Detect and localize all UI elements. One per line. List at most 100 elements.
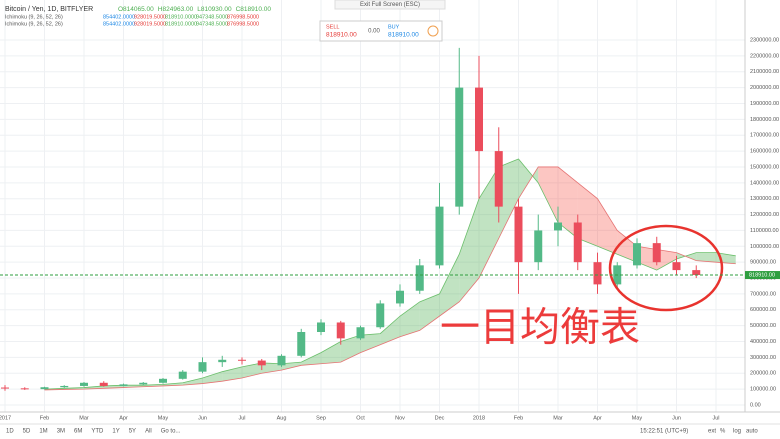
candle-body (573, 222, 582, 263)
trade-panel: SELL 818910.00 0.00 BUY 818910.00 (319, 20, 443, 42)
y-tick-label: 300000.00 (750, 355, 776, 361)
range-button[interactable]: YTD (91, 429, 104, 435)
exit-button[interactable] (334, 0, 446, 10)
candle-body (119, 384, 128, 386)
indicators: Ichimoku (9, 26, 52, 26) 854402.000092801… (5, 14, 259, 27)
price-label: 818910.00 (749, 272, 775, 278)
y-tick-label: 1900000.00 (750, 101, 779, 107)
indicator-value: 876998.5000 (227, 21, 259, 27)
y-tick-label: 1000000.00 (750, 244, 779, 250)
x-tick-label: 2018 (473, 415, 485, 421)
cloud-fill (202, 371, 223, 384)
candle-body (198, 362, 207, 372)
scale-button[interactable]: log (733, 429, 741, 435)
cloud-fill (538, 166, 558, 223)
x-tick-label: Jul (238, 415, 245, 421)
cloud-fill (577, 182, 598, 247)
y-tick-label: 500000.00 (750, 323, 776, 329)
range-button[interactable]: All (145, 429, 152, 435)
cloud-fill (360, 333, 381, 353)
candle-body (534, 230, 543, 263)
y-tick-label: 700000.00 (750, 291, 776, 297)
indicator-value: 876998.5000 (227, 14, 259, 20)
candle-body (317, 322, 325, 332)
range-button[interactable]: 1Y (112, 429, 119, 435)
buy-label[interactable]: BUY (388, 24, 400, 30)
x-tick-label: Nov (395, 415, 405, 421)
ohlc-value: O814065.00 (118, 6, 154, 13)
cloud-fill (321, 341, 341, 364)
range-button[interactable]: 1M (39, 429, 47, 435)
spread: 0.00 (368, 29, 380, 35)
y-tick-label: 1500000.00 (750, 164, 779, 170)
exit-label[interactable]: Exit Full Screen (ESC) (360, 2, 420, 8)
buy-price[interactable]: 818910.00 (388, 32, 419, 39)
y-tick-label: 600000.00 (750, 307, 776, 313)
cloud-fill (498, 159, 519, 239)
indicator-value: 928019.5000 (134, 14, 166, 20)
sell-label[interactable]: SELL (326, 24, 339, 30)
scale-button[interactable]: % (720, 429, 726, 435)
candle-body (455, 87, 464, 207)
time-axis: 2017 Feb Mar Apr May Jun Jul Aug Sep Oct Nov Dec 201… (0, 415, 720, 421)
candle-body (376, 303, 385, 328)
toolbar: 1D 5D 1M 3M 6M YTD 1Y 5Y All Go to... (6, 429, 181, 435)
x-tick-label: Apr (119, 415, 128, 421)
cloud-fill (518, 159, 539, 199)
ohlc-value: L810930.00 (197, 6, 232, 13)
x-tick-label: Feb (40, 415, 49, 421)
candle-body (396, 290, 404, 304)
x-tick-label: Feb (514, 415, 523, 421)
scale-button[interactable]: auto (746, 429, 758, 435)
x-tick-label: Jul (712, 415, 719, 421)
x-tick-label: Aug (277, 415, 287, 421)
candle-body (356, 327, 365, 339)
indicator-value: 928019.5000 (134, 21, 166, 27)
candle-body (633, 243, 641, 266)
indicator-value: 818910.0000 (165, 21, 197, 27)
cloud-fill (380, 316, 400, 345)
cloud-line (44, 166, 736, 391)
sell-price[interactable]: 818910.00 (326, 32, 357, 39)
y-tick-label: 1300000.00 (750, 196, 779, 202)
price-label-box (745, 271, 780, 280)
range-button[interactable]: 5D (23, 429, 31, 435)
y-tick-label: 1700000.00 (750, 133, 779, 139)
candle-body (218, 359, 227, 363)
candle-body (80, 382, 88, 386)
y-tick-label: 2000000.00 (750, 85, 779, 91)
ohlc-value: C818910.00 (236, 6, 272, 13)
x-tick-label: May (632, 415, 643, 421)
range-button[interactable]: 3M (57, 429, 65, 435)
range-button[interactable]: Go to... (161, 429, 181, 435)
indicator-value: 854402.0000 (103, 21, 135, 27)
range-button[interactable]: 1D (6, 429, 14, 435)
y-tick-label: 2200000.00 (750, 53, 779, 59)
y-tick-label: 900000.00 (750, 260, 776, 266)
candle-body (99, 382, 108, 386)
candle-body (593, 262, 602, 285)
cloud-fill (182, 378, 203, 386)
y-tick-label: 400000.00 (750, 339, 776, 345)
candle-body (139, 382, 148, 385)
cloud-line (44, 158, 736, 390)
highlight-circle (608, 224, 724, 312)
range-button[interactable]: 5Y (129, 429, 136, 435)
indicator-value: 947348.5000 (196, 21, 228, 27)
x-tick-label: 2017 (0, 415, 11, 421)
cloud-fill (419, 293, 440, 331)
ext-button[interactable]: ext (708, 429, 716, 435)
trade-box (319, 20, 443, 42)
indicator-value: 854402.0000 (103, 14, 135, 20)
y-tick-label: 2300000.00 (750, 37, 779, 43)
add-order-icon[interactable] (427, 25, 439, 37)
scale-buttons: % log auto (720, 429, 758, 435)
cloud (44, 158, 736, 391)
candle-body (238, 359, 246, 361)
candle-body (297, 332, 306, 356)
range-button[interactable]: 6M (74, 429, 82, 435)
candle-body (159, 378, 167, 383)
clock: 15:22:51 (UTC+9) (640, 429, 688, 435)
